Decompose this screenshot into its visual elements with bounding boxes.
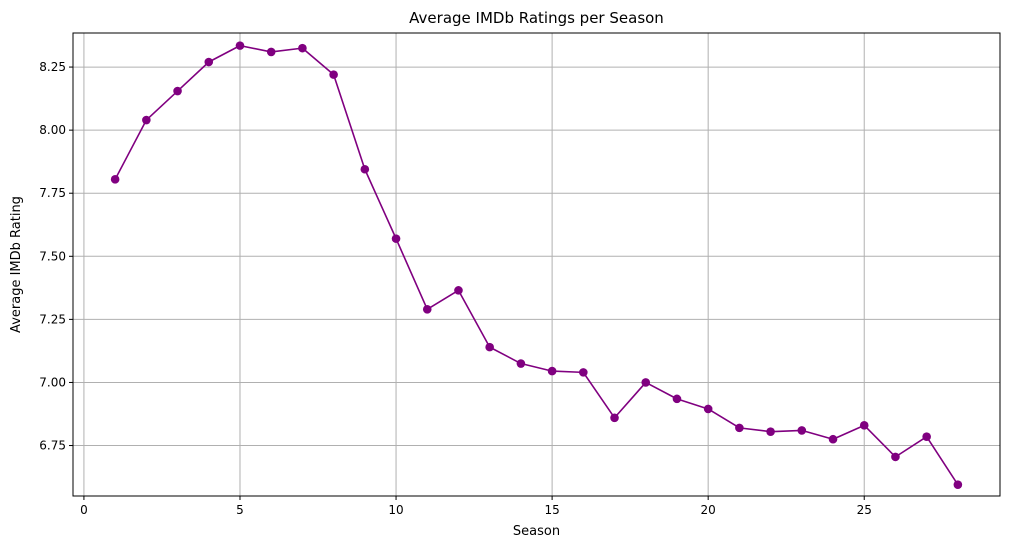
data-point-season-26 — [891, 452, 900, 462]
data-point-season-27 — [922, 432, 931, 442]
data-point-season-8 — [329, 70, 338, 79]
data-point-season-2 — [142, 115, 151, 125]
grid — [73, 33, 1000, 496]
data-point-season-18 — [641, 378, 651, 387]
y-tick-label: 7.75 — [39, 186, 66, 200]
data-point-season-7 — [298, 43, 307, 53]
y-tick-label: 7.50 — [39, 249, 66, 263]
data-point-season-1 — [110, 175, 120, 184]
x-tick-label: 25 — [857, 503, 872, 517]
x-tick-label: 10 — [388, 503, 403, 517]
data-point-season-15 — [547, 366, 557, 376]
y-tick-label: 7.00 — [39, 375, 66, 389]
data-point-season-21 — [735, 423, 744, 433]
series-line — [114, 44, 959, 486]
data-point-season-25 — [859, 421, 869, 430]
data-point-season-3 — [173, 86, 182, 96]
data-point-season-20 — [703, 404, 713, 414]
data-point-season-22 — [766, 427, 775, 436]
data-point-season-24 — [828, 434, 838, 444]
data-point-season-14 — [516, 359, 526, 368]
x-tick-label: 15 — [544, 503, 559, 517]
x-tick-label: 20 — [701, 503, 716, 517]
data-point-season-10 — [391, 234, 401, 243]
y-axis-label: Average IMDb Rating — [9, 196, 24, 333]
y-tick-label: 8.00 — [39, 123, 66, 137]
data-point-season-9 — [360, 164, 370, 174]
data-point-season-28 — [953, 480, 963, 489]
data-point-season-6 — [266, 47, 276, 57]
data-point-season-23 — [797, 426, 807, 435]
y-tick-label: 6.75 — [39, 439, 66, 453]
data-point-season-11 — [422, 304, 432, 314]
data-point-season-12 — [454, 286, 463, 295]
data-point-season-13 — [485, 342, 494, 352]
axis-ticks: 0 5 10 15 20 25 6.75 7.00 7.25 7.50 7.75 8.00 8.25 — [39, 60, 872, 517]
y-tick-label: 8.25 — [39, 60, 66, 74]
plot-area-frame — [72, 32, 1001, 497]
x-tick-label: 0 — [80, 503, 88, 517]
chart-title: Average IMDb Ratings per Season — [409, 9, 664, 27]
data-point-season-19 — [672, 394, 682, 404]
x-tick-label: 5 — [236, 503, 244, 517]
data-point-season-17 — [610, 413, 619, 423]
series-layer — [110, 41, 963, 489]
y-tick-label: 7.25 — [39, 312, 66, 326]
data-point-season-16 — [579, 368, 588, 377]
x-axis-label: Season — [513, 524, 560, 539]
data-point-season-5 — [235, 41, 245, 50]
data-point-season-4 — [204, 57, 214, 67]
